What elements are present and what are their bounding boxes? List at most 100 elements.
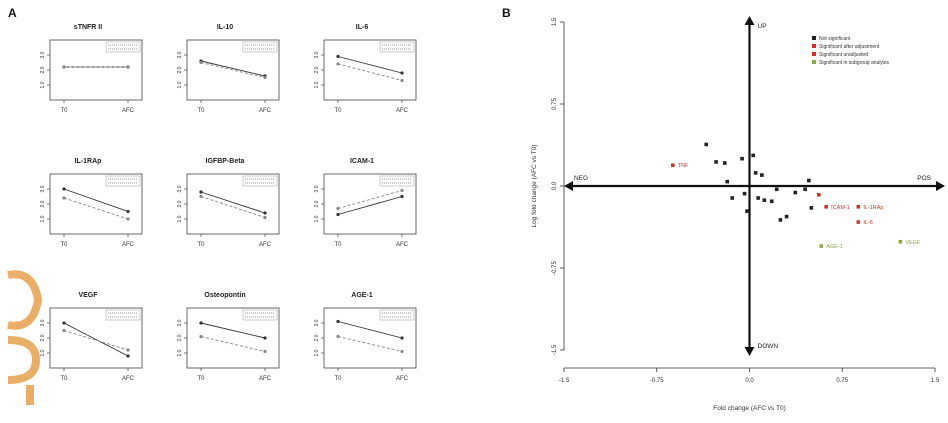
scatter-point [824, 204, 828, 209]
data-point [62, 187, 66, 191]
series-line-2 [63, 330, 129, 351]
y-tick-label: -0.75 [552, 261, 558, 275]
y-tick-label: 1.0 [314, 81, 320, 88]
y-tick-label: 2.0 [314, 66, 320, 73]
mini-legend-box [242, 175, 278, 187]
scatter-point [730, 196, 734, 200]
y-tick-label: 1.0 [177, 349, 183, 356]
data-point [400, 194, 404, 199]
y-tick-label: 0.0 [552, 181, 558, 190]
y-tick-label: 2.0 [177, 66, 183, 73]
mini-chart-plot: 1.0 2.0 3.0 T0 AFC [40, 173, 143, 248]
data-point [336, 62, 340, 66]
scatter-point [704, 142, 709, 147]
data-point [126, 209, 130, 214]
series-line-1 [337, 321, 403, 339]
series-line-2 [337, 336, 403, 352]
mini-chart-title: IL-1RAp [74, 158, 102, 165]
data-point [199, 60, 203, 65]
legend-swatch [812, 36, 816, 40]
mini-legend-box [105, 41, 141, 53]
data-point [336, 334, 340, 339]
x-tick-label: -0.75 [650, 378, 664, 384]
mini-chart-plot: 1.0 2.0 3.0 T0 AFC [177, 307, 280, 382]
x-tick-label: AFC [259, 376, 272, 382]
mini-chart-title: IGFBP-Beta [205, 158, 245, 165]
mini-chart-plot: 1.0 2.0 3.0 T0 AFC [314, 173, 417, 248]
mini-chart-title: VEGF [78, 292, 98, 299]
mini-chart-3: IL-6 1.0 2.0 3.0 T0 AFC [302, 24, 422, 124]
mini-chart-8: Osteopontin 1.0 2.0 3.0 T0 AFC [165, 292, 285, 392]
x-tick-label: -1.5 [559, 378, 570, 384]
scatter-point [753, 171, 758, 175]
x-tick-label: AFC [396, 108, 409, 114]
y-tick-label: 1.0 [40, 349, 46, 356]
mini-chart-title: AGE-1 [351, 292, 373, 299]
series-line-1 [63, 188, 129, 212]
data-point [62, 196, 66, 200]
series-line-1 [200, 322, 266, 339]
arrowhead-right [936, 181, 945, 191]
scatter-point [745, 209, 749, 213]
series-line-1 [63, 322, 129, 357]
x-tick-label: T0 [60, 242, 68, 248]
legend-label: Significant in subgroup analysis [819, 60, 890, 66]
data-point [126, 354, 130, 358]
y-tick-label: 2.0 [40, 66, 46, 73]
y-tick-label: 3.0 [314, 185, 320, 192]
y-tick-label: 2.0 [314, 334, 320, 341]
data-point [400, 349, 404, 354]
legend-label: Not significant [819, 36, 851, 42]
scatter-point [742, 191, 747, 196]
scatter-point [793, 190, 798, 195]
point-label: TNF [678, 163, 689, 169]
x-tick-label: T0 [197, 242, 205, 248]
scatter-point [760, 173, 764, 177]
series-line-1 [200, 60, 266, 77]
scatter-point [784, 214, 789, 219]
x-tick-label: T0 [60, 376, 68, 382]
mini-chart-title: IL-10 [216, 24, 234, 31]
mini-chart-9: AGE-1 1.0 2.0 3.0 T0 AFC [302, 292, 422, 392]
x-tick-label: T0 [197, 376, 205, 382]
mini-chart-2: IL-10 1.0 2.0 3.0 T0 AFC [165, 24, 285, 124]
x-tick-label: 0.75 [836, 378, 848, 384]
data-point [199, 194, 203, 199]
data-point [400, 336, 404, 340]
legend-label: Significant unadjusted [819, 52, 868, 58]
quadrant-label-right: POS [917, 175, 931, 182]
x-tick-label: T0 [197, 108, 205, 114]
scatter-point [816, 192, 821, 197]
y-tick-label: 3.0 [177, 51, 183, 58]
y-tick-label: 1.0 [40, 81, 46, 88]
y-tick-label: 1.0 [177, 215, 183, 222]
data-point [336, 54, 340, 59]
y-tick-label: 2.0 [177, 334, 183, 341]
x-tick-label: T0 [334, 108, 342, 114]
quadrant-label-top: UP [758, 23, 767, 30]
scatter-point [774, 187, 779, 192]
x-tick-label: 1.5 [931, 378, 940, 384]
mini-legend-box [242, 309, 278, 321]
data-point [199, 190, 203, 194]
mini-legend-box [379, 309, 415, 321]
y-axis-title: Log fold change (AFC vs T0) [531, 145, 538, 228]
y-tick-label: 1.0 [40, 215, 46, 222]
legend-swatch [812, 52, 816, 56]
data-point [336, 212, 340, 217]
mini-chart-plot: 1.0 2.0 3.0 T0 AFC [40, 39, 143, 114]
data-point [199, 321, 203, 325]
panel-b-label: B [502, 6, 511, 20]
y-tick-label: 2.0 [314, 200, 320, 207]
data-point [400, 188, 404, 193]
scatter-point [778, 218, 783, 222]
legend-swatch [812, 60, 816, 64]
y-tick-label: 1.5 [552, 17, 558, 26]
scatter-point [898, 239, 903, 244]
y-tick-label: 1.0 [314, 349, 320, 356]
y-tick-label: 3.0 [177, 185, 183, 192]
scatter-point [809, 206, 814, 210]
mini-legend-box [379, 175, 415, 187]
x-tick-label: 0.0 [745, 378, 754, 384]
scatter-point [671, 163, 675, 168]
